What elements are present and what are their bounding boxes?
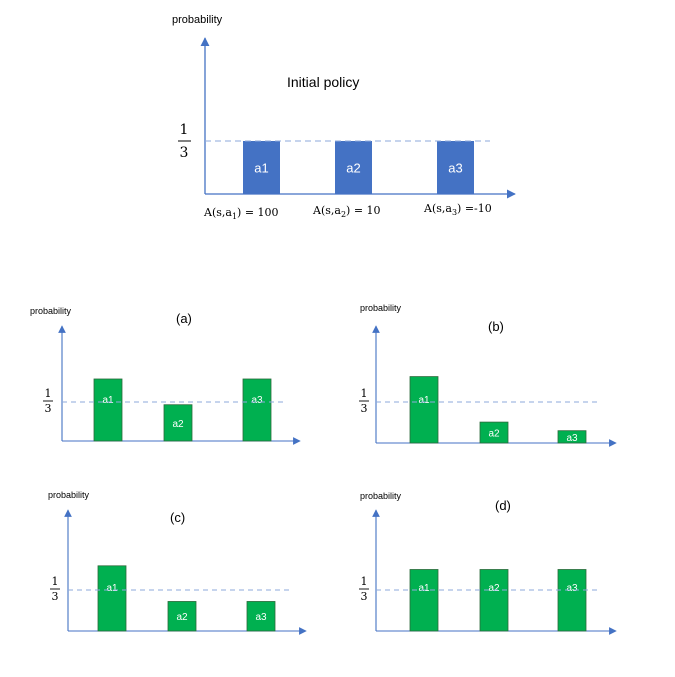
bar-label-a3: a3 — [448, 161, 462, 176]
bar-a3 — [242, 378, 272, 442]
bar-label-a3: a3 — [251, 395, 263, 406]
bar-a3 — [246, 601, 276, 632]
bar-a1 — [93, 378, 123, 442]
bar-label-a1: a1 — [418, 395, 430, 406]
bar-label-a1: a1 — [102, 395, 114, 406]
panel-fraction-numerator: 1 — [361, 387, 368, 400]
bar-a1 — [409, 569, 439, 632]
bar-label-a2: a2 — [488, 429, 500, 440]
main-fraction: 1 3 — [178, 122, 191, 161]
main-advantage-labels: A(s,a1) = 100 A(s,a2) = 10 A(s,a3) =-10 — [203, 202, 492, 221]
bar-a1 — [97, 565, 127, 632]
bar-label-a2: a2 — [488, 583, 500, 594]
bar-a2 — [479, 569, 509, 632]
panel-fraction-denominator: 3 — [52, 590, 59, 603]
panel-ylabel: probability — [48, 490, 90, 500]
bar-a3 — [557, 430, 587, 444]
bar-a3 — [557, 569, 587, 632]
panel-title: (c) — [170, 510, 185, 525]
main-title: Initial policy — [287, 74, 359, 90]
bar-label-a1: a1 — [418, 583, 430, 594]
panel-fraction-denominator: 3 — [45, 402, 52, 415]
bar-a2 — [479, 421, 509, 444]
bar-label-a2: a2 — [176, 612, 188, 623]
panel-ylabel: probability — [30, 306, 72, 316]
bar-label-a2: a2 — [346, 161, 360, 176]
panel-ylabel: probability — [360, 491, 402, 501]
bar-label-a3: a3 — [566, 433, 578, 444]
panel-fraction-numerator: 1 — [45, 387, 52, 400]
panel-fraction-numerator: 1 — [361, 575, 368, 588]
bar-a2 — [167, 601, 197, 632]
panel-fraction-numerator: 1 — [52, 575, 59, 588]
initial-policy-chart: probability Initial policy 1 3 a1 a2 a3 A(… — [172, 14, 516, 221]
main-ylabel: probability — [172, 14, 223, 26]
panel-title: (a) — [176, 311, 192, 326]
panel-fraction: 13 — [359, 575, 369, 603]
panel-fraction-denominator: 3 — [361, 590, 368, 603]
bar-label-a3: a3 — [255, 612, 267, 623]
main-fraction-denominator: 3 — [180, 145, 189, 161]
panel-fraction: 13 — [43, 387, 53, 415]
main-fraction-numerator: 1 — [180, 122, 189, 138]
advantage-label-a2: A(s,a2) = 10 — [312, 204, 381, 219]
bar-label-a2: a2 — [172, 419, 184, 430]
bar-label-a1: a1 — [254, 161, 268, 176]
panel-fraction: 13 — [50, 575, 60, 603]
panel-fraction-denominator: 3 — [361, 402, 368, 415]
bar-a1 — [243, 141, 280, 194]
main-bars: a1 a2 a3 — [243, 141, 474, 194]
bar-a3 — [437, 141, 474, 194]
panel-title: (d) — [495, 498, 511, 513]
bar-a2 — [335, 141, 372, 194]
advantage-label-a3: A(s,a3) =-10 — [423, 202, 492, 217]
advantage-label-a1: A(s,a1) = 100 — [203, 206, 279, 221]
panel-fraction: 13 — [359, 387, 369, 415]
panel-ylabel: probability — [360, 303, 402, 313]
bar-label-a3: a3 — [566, 583, 578, 594]
bar-label-a1: a1 — [106, 583, 118, 594]
bar-a1 — [409, 376, 439, 444]
panel-title: (b) — [488, 319, 504, 334]
bar-a2 — [163, 404, 193, 442]
